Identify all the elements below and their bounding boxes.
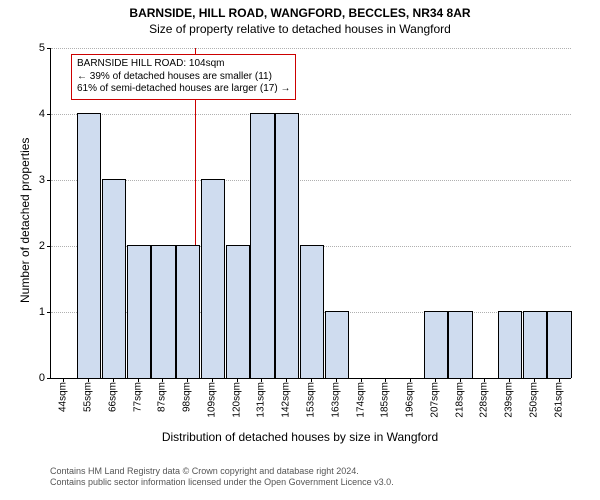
ytick-label: 2 bbox=[39, 240, 45, 252]
xtick-label: 218sqm bbox=[454, 382, 465, 418]
ytick-label: 0 bbox=[39, 372, 45, 384]
y-axis-label: Number of detached properties bbox=[18, 138, 32, 303]
xtick-label: 185sqm bbox=[380, 382, 391, 418]
plot-area: BARNSIDE HILL ROAD: 104sqm ← 39% of deta… bbox=[50, 48, 571, 379]
xtick-label: 153sqm bbox=[306, 382, 317, 418]
chart-title-line2: Size of property relative to detached ho… bbox=[0, 22, 600, 36]
xtick-label: 44sqm bbox=[58, 382, 69, 412]
bar bbox=[201, 179, 225, 378]
bar bbox=[102, 179, 126, 378]
ytick-mark bbox=[47, 378, 51, 379]
ytick-mark bbox=[47, 312, 51, 313]
annotation-line1: BARNSIDE HILL ROAD: 104sqm bbox=[77, 58, 290, 71]
bar bbox=[176, 245, 200, 378]
chart-container: { "title": { "line1": "BARNSIDE, HILL RO… bbox=[0, 0, 600, 500]
xtick-label: 66sqm bbox=[107, 382, 118, 412]
grid-line bbox=[51, 114, 571, 115]
bar bbox=[127, 245, 151, 378]
bar bbox=[151, 245, 175, 378]
footer-attribution: Contains HM Land Registry data © Crown c… bbox=[50, 466, 394, 489]
ytick-mark bbox=[47, 114, 51, 115]
xtick-label: 207sqm bbox=[429, 382, 440, 418]
xtick-label: 109sqm bbox=[206, 382, 217, 418]
annotation-box: BARNSIDE HILL ROAD: 104sqm ← 39% of deta… bbox=[71, 54, 296, 100]
xtick-label: 55sqm bbox=[83, 382, 94, 412]
ytick-label: 5 bbox=[39, 42, 45, 54]
footer-line1: Contains HM Land Registry data © Crown c… bbox=[50, 466, 394, 477]
ytick-mark bbox=[47, 246, 51, 247]
xtick-label: 120sqm bbox=[231, 382, 242, 418]
grid-line bbox=[51, 48, 571, 49]
xtick-label: 261sqm bbox=[553, 382, 564, 418]
ytick-label: 3 bbox=[39, 174, 45, 186]
bar bbox=[250, 113, 274, 378]
xtick-label: 174sqm bbox=[355, 382, 366, 418]
annotation-line3: 61% of semi-detached houses are larger (… bbox=[77, 83, 290, 96]
xtick-label: 163sqm bbox=[330, 382, 341, 418]
grid-line bbox=[51, 180, 571, 181]
chart-title-line1: BARNSIDE, HILL ROAD, WANGFORD, BECCLES, … bbox=[0, 6, 600, 20]
bar bbox=[523, 311, 547, 378]
x-axis-label: Distribution of detached houses by size … bbox=[0, 430, 600, 444]
bar bbox=[77, 113, 101, 378]
xtick-label: 228sqm bbox=[479, 382, 490, 418]
bar bbox=[275, 113, 299, 378]
bar bbox=[448, 311, 472, 378]
xtick-label: 77sqm bbox=[132, 382, 143, 412]
ytick-mark bbox=[47, 180, 51, 181]
ytick-mark bbox=[47, 48, 51, 49]
xtick-label: 87sqm bbox=[157, 382, 168, 412]
bar bbox=[498, 311, 522, 378]
bar bbox=[547, 311, 571, 378]
ytick-label: 4 bbox=[39, 108, 45, 120]
ytick-label: 1 bbox=[39, 306, 45, 318]
bar bbox=[325, 311, 349, 378]
bar bbox=[300, 245, 324, 378]
bar bbox=[424, 311, 448, 378]
bar bbox=[226, 245, 250, 378]
xtick-label: 142sqm bbox=[281, 382, 292, 418]
footer-line2: Contains public sector information licen… bbox=[50, 477, 394, 488]
xtick-label: 250sqm bbox=[528, 382, 539, 418]
xtick-label: 196sqm bbox=[405, 382, 416, 418]
annotation-line2: ← 39% of detached houses are smaller (11… bbox=[77, 71, 290, 84]
xtick-label: 239sqm bbox=[504, 382, 515, 418]
xtick-label: 98sqm bbox=[182, 382, 193, 412]
xtick-label: 131sqm bbox=[256, 382, 267, 418]
